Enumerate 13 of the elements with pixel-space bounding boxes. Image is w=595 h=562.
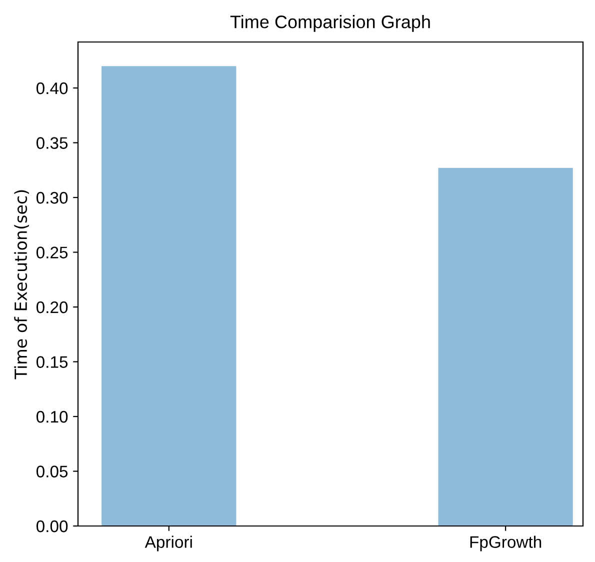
y-tick-label: 0.40 <box>36 82 68 94</box>
chart-title: Time Comparision Graph <box>230 15 430 32</box>
y-axis-title: Time of Execution(sec) <box>14 190 30 380</box>
y-tick-label: 0.25 <box>36 246 68 258</box>
y-tick-label: 0.05 <box>36 466 68 478</box>
x-tick-label: FpGrowth <box>470 536 542 552</box>
y-tick-label: 0.20 <box>36 301 68 314</box>
y-tick-label: 0.10 <box>36 410 68 423</box>
y-tick-label: 0.30 <box>36 192 68 204</box>
x-tick-label: Apriori <box>144 536 192 552</box>
y-tick-label: 0.15 <box>36 356 68 368</box>
y-tick-label: 0.35 <box>36 137 68 149</box>
y-tick-label: 0.00 <box>36 520 68 532</box>
